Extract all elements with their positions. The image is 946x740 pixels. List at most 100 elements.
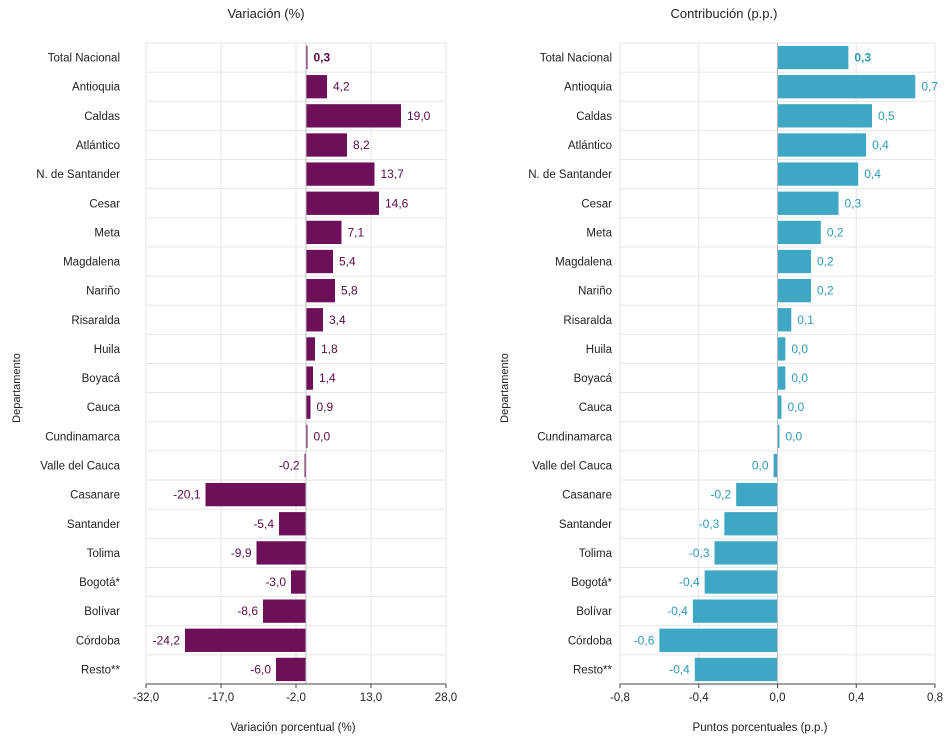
contribucion-x-tick-label: 0,4 [848, 692, 865, 704]
variacion-value-label: 5,4 [339, 255, 356, 269]
variacion-bar [306, 75, 327, 98]
contribucion-category-label: Caldas [576, 111, 612, 123]
variacion-value-label: 3,4 [329, 313, 346, 327]
variacion-bar [306, 396, 311, 419]
variacion-category-label: Santander [67, 519, 120, 531]
variacion-bar [263, 600, 306, 623]
variacion-bar [306, 308, 323, 331]
contribucion-category-label: Magdalena [555, 257, 613, 269]
variacion-value-label: -0,2 [279, 458, 300, 472]
contribucion-value-label: 0,7 [921, 80, 938, 94]
variacion-bar [306, 279, 335, 302]
contribucion-bar [736, 483, 777, 506]
contribucion-bar [778, 337, 786, 360]
contribucion-category-label: Total Nacional [540, 53, 612, 65]
contribucion-category-label: Córdoba [568, 635, 613, 647]
variacion-value-label: -5,4 [253, 517, 274, 531]
contribucion-category-label: Bolívar [576, 606, 612, 618]
variacion-bar [306, 250, 333, 273]
contribucion-category-label: Huila [586, 344, 613, 356]
variacion-category-label: Meta [94, 227, 120, 239]
variacion-value-label: -8,6 [237, 604, 258, 618]
variacion-value-label: 0,0 [314, 429, 331, 443]
variacion-bar [279, 512, 306, 535]
contribucion-bar [778, 192, 839, 215]
contribucion-category-label: Nariño [578, 286, 612, 298]
contribucion-bar [693, 600, 778, 623]
variacion-title: Variación (%) [227, 6, 304, 21]
variacion-category-label: Cundinamarca [45, 431, 120, 443]
contribucion-bar [778, 46, 849, 69]
contribucion-bar [778, 250, 811, 273]
contribucion-category-label: N. de Santander [528, 169, 612, 181]
contribucion-title: Contribución (p.p.) [671, 6, 778, 21]
variacion-bar [306, 366, 313, 389]
contribucion-value-label: 0,4 [872, 138, 889, 152]
contribucion-value-label: -0,4 [669, 662, 690, 676]
variacion-category-label: Boyacá [82, 373, 121, 385]
contribucion-value-label: 0,2 [827, 225, 844, 239]
contribucion-value-label: -0,2 [710, 488, 731, 502]
variacion-category-label: Bogotá* [79, 577, 120, 589]
contribucion-category-label: Cesar [581, 198, 612, 210]
contribucion-category-label: Santander [559, 519, 612, 531]
contribucion-value-label: 0,3 [854, 51, 871, 65]
contribucion-bar [778, 279, 811, 302]
contribucion-value-label: -0,3 [699, 517, 720, 531]
contribucion-bar [705, 570, 778, 593]
variacion-value-label: 8,2 [353, 138, 370, 152]
contribucion-bar [778, 366, 786, 389]
variacion-category-label: Cesar [89, 198, 120, 210]
contribucion-value-label: 0,5 [878, 109, 895, 123]
variacion-category-label: Córdoba [76, 635, 121, 647]
variacion-x-axis-title: Variación porcentual (%) [230, 722, 355, 734]
contribucion-x-tick-label: 0,8 [927, 692, 943, 704]
contribucion-bar [659, 629, 777, 652]
contribucion-bar [778, 75, 916, 98]
contribucion-value-label: 0,0 [791, 342, 808, 356]
contribucion-category-label: Cauca [579, 402, 613, 414]
variacion-value-label: 1,8 [321, 342, 338, 356]
contribucion-bar [774, 454, 778, 477]
contribucion-value-label: 0,0 [791, 371, 808, 385]
contribucion-bar [778, 162, 859, 185]
variacion-category-label: Casanare [70, 490, 120, 502]
contribucion-x-tick-label: -0,4 [689, 692, 709, 704]
variacion-category-label: Huila [94, 344, 121, 356]
variacion-category-label: Atlántico [76, 140, 120, 152]
variacion-value-label: -6,0 [250, 662, 271, 676]
variacion-x-tick-label: -17,0 [208, 692, 234, 704]
variacion-category-label: N. de Santander [36, 169, 120, 181]
contribucion-value-label: -0,4 [679, 575, 700, 589]
variacion-category-label: Cauca [87, 402, 121, 414]
contribucion-category-label: Meta [586, 227, 612, 239]
variacion-bar [306, 133, 347, 156]
variacion-category-label: Bolívar [84, 606, 120, 618]
contribucion-value-label: -0,4 [667, 604, 688, 618]
variacion-bar [185, 629, 306, 652]
contribucion-category-label: Cundinamarca [537, 431, 612, 443]
variacion-bar [257, 541, 307, 564]
contribucion-value-label: 0,0 [752, 458, 769, 472]
variacion-bar [306, 221, 342, 244]
panel-contribucion: Contribución (p.p.) Total Nacional 0,3 Anti… [499, 6, 943, 734]
contribucion-category-label: Valle del Cauca [532, 460, 612, 472]
contribucion-category-label: Casanare [562, 490, 612, 502]
contribucion-value-label: 0,2 [817, 255, 834, 269]
variacion-value-label: 0,9 [317, 400, 334, 414]
contribucion-value-label: -0,3 [689, 546, 710, 560]
contribucion-value-label: 0,3 [845, 196, 862, 210]
contribucion-category-label: Tolima [579, 548, 613, 560]
variacion-bar [276, 658, 306, 681]
variacion-value-label: 13,7 [381, 167, 405, 181]
variacion-x-tick-label: -2,0 [286, 692, 306, 704]
variacion-value-label: -20,1 [173, 488, 201, 502]
variacion-category-label: Caldas [84, 111, 120, 123]
variacion-bar [306, 192, 379, 215]
contribucion-x-axis-title: Puntos porcentuales (p.p.) [693, 722, 828, 734]
contribucion-category-label: Resto** [573, 664, 613, 676]
contribucion-value-label: -0,6 [634, 633, 655, 647]
panel-variacion: Variación (%) Total Nacional 0,3 Antioquia 4… [11, 6, 457, 734]
contribucion-x-tick-label: 0,0 [770, 692, 786, 704]
